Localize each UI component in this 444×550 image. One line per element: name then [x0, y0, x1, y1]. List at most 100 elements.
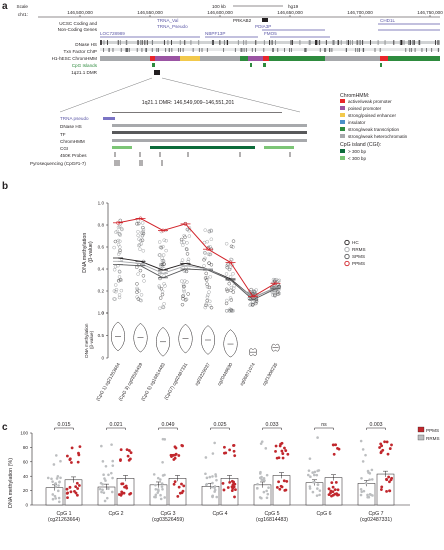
sample-point [157, 285, 162, 290]
ppms-point [330, 481, 334, 484]
rrms-point [58, 480, 61, 484]
zoom-track-label: 450K Probes [60, 153, 87, 158]
sample-point [135, 290, 139, 294]
sample-point [231, 290, 236, 294]
rrms-point [54, 482, 58, 485]
ppms-point [228, 260, 233, 265]
ppms-point [280, 449, 284, 453]
sample-point [232, 284, 236, 288]
ppms-point [233, 454, 237, 458]
sample-point [202, 264, 206, 268]
tf-peak [245, 48, 247, 52]
sample-point [209, 237, 213, 241]
ruler-ticks: 146,500,000 146,550,000 146,600,000 146,650… [67, 10, 443, 17]
sample-point [250, 302, 255, 306]
rrms-point [46, 476, 50, 480]
rrms-point [359, 439, 363, 443]
sample-point [231, 239, 236, 243]
sample-point [229, 244, 234, 249]
sample-point [231, 272, 235, 276]
ppms-point [275, 485, 279, 489]
legend-label: RRMS [426, 436, 440, 441]
sample-point [117, 252, 121, 256]
tf-peak [284, 48, 285, 52]
ppms-point [75, 493, 79, 497]
tf-peak [319, 48, 321, 52]
sample-point [204, 278, 209, 282]
sample-point [118, 232, 122, 236]
ppms-point [183, 222, 188, 226]
tf-peak [151, 48, 153, 52]
sample-point [158, 276, 162, 281]
y-tick-label: 0 [25, 503, 28, 508]
dnase-peak [299, 40, 301, 45]
sample-point [182, 288, 186, 292]
rrms-point [163, 496, 167, 499]
rrms-point [161, 487, 164, 491]
sample-point [158, 240, 162, 244]
tf-peak [171, 48, 173, 52]
sample-point [209, 305, 214, 310]
violin-shape [111, 321, 125, 352]
sample-point [160, 289, 165, 294]
sample-point [135, 282, 139, 286]
sample-point [208, 304, 212, 308]
ppms-point [120, 490, 124, 494]
cpg-island [152, 63, 155, 67]
chromhmm-segment [200, 56, 240, 61]
sample-point [186, 259, 190, 264]
track-label: Txn Factor ChIP [64, 49, 97, 54]
zoom-title: 1q21.1 DMR: 146,549,909–146,551,201 [142, 100, 235, 106]
ppms-point [230, 489, 234, 492]
sample-point [248, 303, 252, 307]
legend-label: PPMS [426, 428, 439, 433]
dnase-peak [126, 40, 128, 45]
rrms-point [359, 488, 363, 491]
sample-point [179, 237, 184, 242]
dnase-peak [316, 40, 318, 45]
ppms-point [172, 453, 175, 457]
rrms-point [156, 476, 160, 480]
legend-label: strong/weak heterochromatin [348, 134, 408, 139]
tf-peak [421, 48, 423, 52]
zoom-connector [161, 77, 301, 113]
rrms-point [318, 489, 322, 492]
legend-swatch [417, 426, 425, 433]
chromhmm-segment [240, 56, 248, 61]
dnase-peak [213, 40, 214, 45]
ppms-point [68, 457, 72, 461]
sample-point [205, 295, 210, 299]
legend-swatch [340, 99, 345, 103]
rrms-point [315, 494, 319, 497]
sample-point [137, 243, 142, 247]
ppms-point [76, 487, 80, 490]
sample-point [119, 288, 124, 293]
p-value-label: 0.049 [162, 422, 175, 428]
dnase-peak [219, 40, 221, 45]
dnase-peak [290, 40, 292, 45]
sample-point [136, 233, 140, 238]
ppms-point [138, 216, 143, 221]
sample-point [118, 245, 122, 249]
ppms-point [77, 484, 81, 487]
sample-point [180, 258, 185, 262]
ppms-point [177, 454, 181, 457]
sample-point [204, 302, 209, 306]
ppms-point [336, 488, 340, 492]
dnase-peak [413, 40, 415, 45]
sample-point [203, 305, 207, 310]
sample-point [225, 265, 229, 270]
sample-point [138, 298, 142, 302]
cpg-island [250, 63, 252, 67]
rrms-point [204, 456, 208, 459]
sample-point [157, 284, 161, 288]
sample-point [162, 262, 166, 266]
sample-point [161, 253, 166, 257]
zoom-track-label: Pyrosequencing (CpG#1-7) [30, 161, 86, 166]
dnase-peak [141, 40, 143, 45]
category-label: CpG 4 [213, 511, 228, 517]
tf-peak [290, 48, 292, 52]
sample-point [276, 292, 280, 296]
rrms-point [316, 483, 320, 486]
